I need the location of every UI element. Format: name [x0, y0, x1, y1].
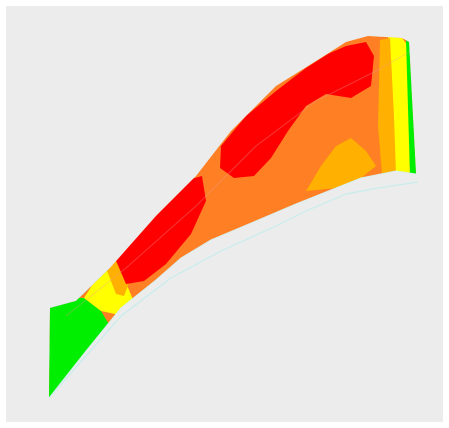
mesh-outline: [48, 181, 419, 399]
surface-mesh-line: [65, 50, 412, 317]
band-green-left: [49, 296, 116, 398]
band-amber-mid: [306, 138, 376, 191]
blade-outline: [48, 170, 417, 399]
band-red-upper: [220, 42, 374, 178]
3d-viewport[interactable]: [6, 6, 443, 422]
band-amber-right: [378, 38, 396, 174]
contour-plot: [6, 6, 443, 422]
band-red-lower: [114, 176, 206, 284]
